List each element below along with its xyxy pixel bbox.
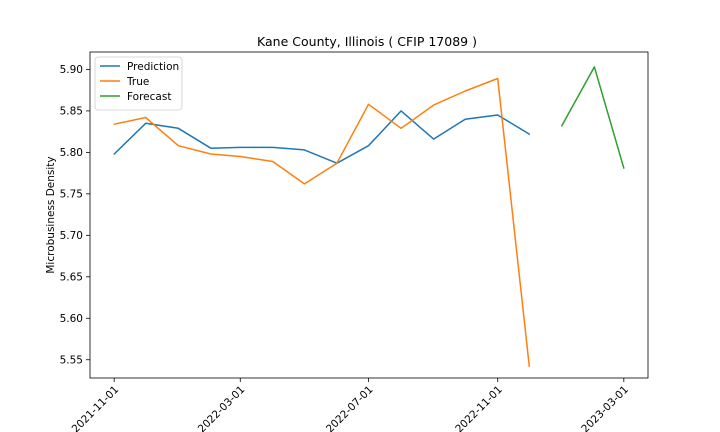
series-layer	[113, 66, 625, 368]
legend-label-forecast: Forecast	[127, 91, 171, 103]
y-tick-label: 5.90	[60, 64, 83, 76]
y-tick-label: 5.75	[60, 189, 83, 201]
y-tick-label: 5.60	[60, 313, 83, 325]
series-line-true	[113, 77, 531, 368]
legend-label-prediction: Prediction	[127, 61, 179, 73]
chart-title: Kane County, Illinois ( CFIP 17089 )	[257, 34, 477, 49]
series-line-prediction	[113, 110, 531, 164]
y-tick-label: 5.70	[60, 230, 83, 242]
y-tick-label: 5.55	[60, 355, 83, 367]
y-tick-label: 5.80	[60, 147, 83, 159]
y-tick-label: 5.85	[60, 106, 83, 118]
series-line-forecast	[561, 66, 625, 169]
legend: Prediction True Forecast	[94, 56, 183, 111]
legend-label-true: True	[126, 76, 149, 88]
plot-frame	[89, 51, 649, 379]
y-tick-label: 5.65	[60, 272, 83, 284]
y-axis-label: Microbusiness Density	[45, 156, 57, 273]
